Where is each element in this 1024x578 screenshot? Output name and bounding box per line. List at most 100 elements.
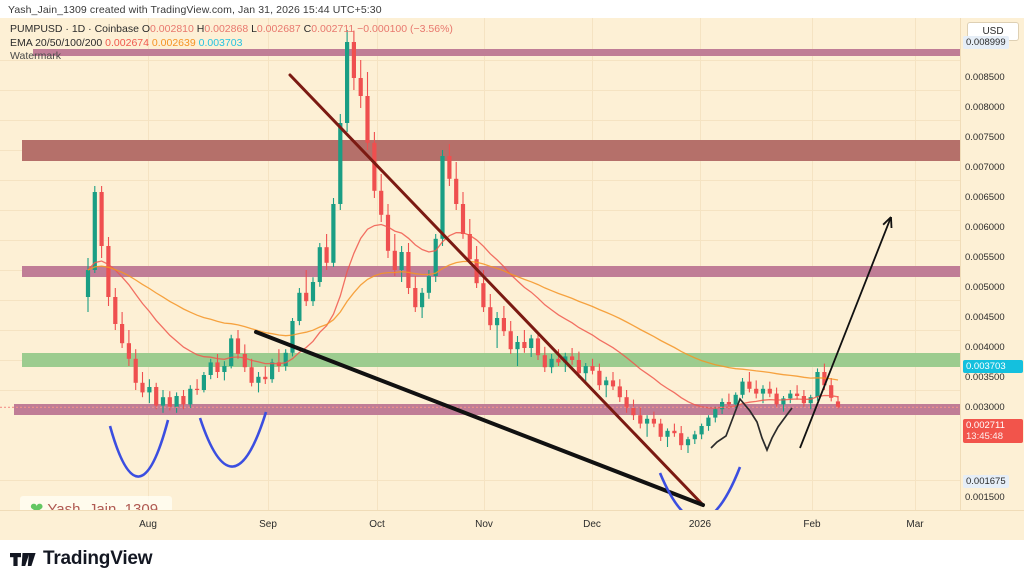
candle-body[interactable] bbox=[760, 388, 766, 394]
candle-body[interactable] bbox=[713, 409, 718, 418]
candle-body[interactable] bbox=[440, 156, 445, 239]
candle-body[interactable] bbox=[583, 366, 588, 374]
candle-body[interactable] bbox=[808, 397, 813, 404]
annotation-bullish-projection-arrow[interactable] bbox=[799, 216, 893, 449]
candle-body[interactable] bbox=[195, 388, 200, 390]
chart-pane[interactable]: PUMPUSD · 1D · Coinbase O0.002810 H0.002… bbox=[0, 18, 1024, 510]
candle-body[interactable] bbox=[815, 372, 820, 398]
candle-body[interactable] bbox=[481, 283, 486, 308]
candle-body[interactable] bbox=[140, 382, 145, 393]
candle-body[interactable] bbox=[147, 387, 152, 393]
candle-body[interactable] bbox=[835, 401, 841, 408]
candle-body[interactable] bbox=[699, 426, 704, 435]
candle-body[interactable] bbox=[720, 402, 725, 410]
candle-body[interactable] bbox=[529, 338, 534, 348]
candle-body[interactable] bbox=[774, 393, 779, 405]
candle-body[interactable] bbox=[283, 352, 288, 366]
candle-body[interactable] bbox=[679, 433, 684, 446]
price-axis[interactable]: USD High0.0089990.0085000.0080000.007500… bbox=[960, 18, 1024, 533]
candle-body[interactable] bbox=[379, 190, 384, 215]
candle-body[interactable] bbox=[106, 246, 111, 297]
candle-body[interactable] bbox=[488, 307, 493, 326]
candle-body[interactable] bbox=[454, 178, 459, 204]
candle-body[interactable] bbox=[495, 318, 500, 326]
candle-body[interactable] bbox=[733, 394, 738, 405]
candle-body[interactable] bbox=[638, 415, 643, 424]
candle-body[interactable] bbox=[549, 358, 554, 368]
candle-body[interactable] bbox=[788, 393, 793, 399]
candle-body[interactable] bbox=[99, 192, 104, 246]
candle-body[interactable] bbox=[658, 423, 663, 437]
candle-body[interactable] bbox=[113, 297, 118, 324]
candle-body[interactable] bbox=[576, 360, 581, 374]
candle-body[interactable] bbox=[508, 331, 513, 350]
candle-body[interactable] bbox=[133, 358, 138, 383]
candle-body[interactable] bbox=[447, 156, 452, 179]
annotation-descending-resistance-red[interactable] bbox=[288, 73, 705, 507]
annotation-descending-resistance-black[interactable] bbox=[254, 330, 705, 507]
candle-body[interactable] bbox=[460, 204, 466, 234]
candle-body[interactable] bbox=[433, 238, 438, 276]
candle-body[interactable] bbox=[740, 381, 745, 395]
candle-body[interactable] bbox=[365, 96, 370, 143]
candle-body[interactable] bbox=[242, 354, 247, 368]
candle-body[interactable] bbox=[188, 388, 193, 405]
candle-body[interactable] bbox=[604, 380, 609, 386]
candle-body[interactable] bbox=[208, 362, 213, 375]
candle-body[interactable] bbox=[222, 366, 227, 372]
price-tag-ema-long[interactable]: 0.003703 bbox=[963, 359, 1023, 373]
candle-body[interactable] bbox=[590, 366, 595, 371]
candle-body[interactable] bbox=[672, 430, 677, 434]
candle-body[interactable] bbox=[345, 42, 350, 123]
candle-body[interactable] bbox=[174, 396, 179, 407]
candle-body[interactable] bbox=[229, 338, 234, 366]
plot-area[interactable] bbox=[0, 18, 960, 510]
candle-body[interactable] bbox=[556, 358, 561, 363]
annotation-pennant-path[interactable] bbox=[710, 397, 793, 453]
candle-body[interactable] bbox=[331, 204, 336, 263]
legend-ema-label[interactable]: EMA 20/50/100/200 bbox=[10, 36, 103, 49]
candle-body[interactable] bbox=[263, 376, 268, 380]
candle-body[interactable] bbox=[351, 42, 356, 78]
candle-body[interactable] bbox=[645, 418, 650, 424]
candle-body[interactable] bbox=[120, 324, 125, 344]
candle-body[interactable] bbox=[706, 417, 711, 426]
candle-body[interactable] bbox=[570, 356, 575, 360]
candle-body[interactable] bbox=[829, 385, 834, 398]
candle-body[interactable] bbox=[85, 270, 91, 297]
time-axis[interactable]: Aug Sep Oct Nov Dec 2026 Feb Mar bbox=[0, 510, 1024, 541]
price-zone-resistance-major[interactable] bbox=[22, 140, 960, 161]
price-zone-resistance-mid[interactable] bbox=[22, 266, 960, 277]
candle-body[interactable] bbox=[747, 381, 752, 389]
candle-body[interactable] bbox=[310, 282, 316, 302]
price-tag-last-price[interactable]: 0.002711 13:45:48 bbox=[963, 419, 1023, 444]
candle-body[interactable] bbox=[610, 380, 616, 387]
candle-body[interactable] bbox=[392, 250, 397, 270]
candle-body[interactable] bbox=[420, 292, 425, 308]
candle-body[interactable] bbox=[290, 321, 295, 353]
candle-body[interactable] bbox=[515, 342, 520, 350]
candle-body[interactable] bbox=[297, 292, 302, 321]
candle-body[interactable] bbox=[665, 430, 670, 437]
candle-body[interactable] bbox=[692, 434, 697, 440]
candle-body[interactable] bbox=[597, 370, 602, 386]
candle-body[interactable] bbox=[651, 418, 656, 424]
candle-body[interactable] bbox=[726, 402, 731, 405]
candle-body[interactable] bbox=[754, 388, 759, 394]
candle-body[interactable] bbox=[181, 396, 186, 405]
candle-body[interactable] bbox=[617, 386, 622, 398]
candle-body[interactable] bbox=[399, 252, 404, 270]
annotation-rounded-bottom-1[interactable] bbox=[108, 419, 170, 478]
candle-body[interactable] bbox=[160, 397, 166, 406]
candle-body[interactable] bbox=[167, 397, 172, 407]
candle-body[interactable] bbox=[522, 342, 527, 348]
candle-body[interactable] bbox=[767, 388, 772, 394]
candle-body[interactable] bbox=[535, 338, 541, 356]
candle-body[interactable] bbox=[249, 367, 254, 383]
candle-body[interactable] bbox=[624, 397, 629, 408]
candle-body[interactable] bbox=[467, 234, 472, 260]
candle-body[interactable] bbox=[338, 123, 343, 204]
candle-body[interactable] bbox=[256, 376, 261, 383]
candle-body[interactable] bbox=[358, 78, 363, 96]
legend-symbol[interactable]: PUMPUSD · 1D · Coinbase bbox=[10, 23, 139, 35]
